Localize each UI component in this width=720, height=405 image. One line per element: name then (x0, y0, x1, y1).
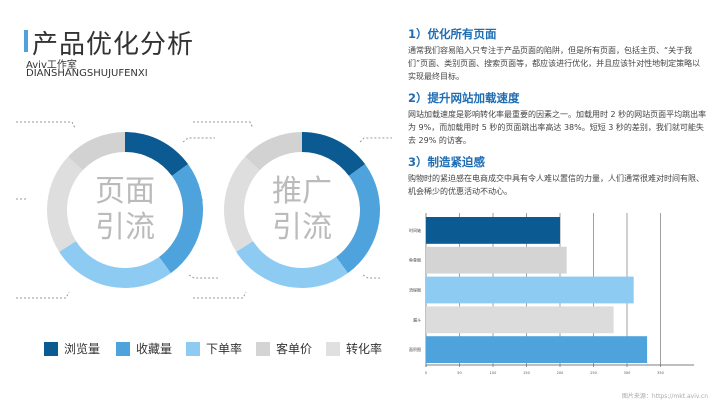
x-tick-label: 300 (624, 371, 631, 375)
bar-时间轴 (426, 217, 560, 244)
section-heading: 1）优化所有页面 (408, 27, 497, 41)
donut-slice-转化率 (46, 156, 83, 252)
bar-漏斗 (426, 306, 614, 334)
donut-slice-浏览量 (125, 132, 189, 176)
donut-slice-浏览量 (302, 132, 366, 176)
legend-swatch (186, 341, 200, 356)
legend-label: 下单率 (206, 342, 243, 356)
subtitle: Aviv工作室 (26, 60, 77, 71)
x-tick-label: 350 (657, 371, 664, 375)
legend-label: 浏览量 (64, 342, 101, 356)
y-tick-label: 面积图 (409, 346, 421, 352)
section-1: 1）优化所有页面通常我们容易陷入只专注于产品页面的陷阱，但是所有页面，包括主页、… (408, 26, 708, 83)
image-source: 图片来源：https://mkt.aviv.cn (621, 393, 708, 400)
donut-slice-下单率 (236, 241, 348, 289)
donut-center-label-1: 页面 引流 (95, 174, 155, 245)
y-tick-label: 流程图 (409, 287, 421, 293)
legend-swatch (116, 341, 130, 356)
section-body: 通常我们容易陷入只专注于产品页面的陷阱，但是所有页面，包括主页、“关于我们”页面… (408, 46, 701, 81)
legend-swatch (44, 341, 58, 356)
x-tick-label: 250 (590, 371, 597, 375)
donut-slice-客单价 (68, 132, 125, 171)
section-3: 3）制造紧迫感购物时的紧迫感在电商成交中具有令人难以置信的力量，人们通常很难对时… (408, 154, 708, 198)
donut-center-label-2: 推广 引流 (272, 174, 332, 245)
subtitle-en: DIANSHANGSHUJUFENXI (26, 68, 148, 79)
donut-slice-转化率 (224, 156, 260, 252)
x-tick-label: 150 (523, 371, 530, 375)
x-tick-label: 100 (490, 371, 497, 375)
donut-slice-下单率 (59, 241, 171, 288)
section-2: 2）提升网站加载速度网站加载速度是影响转化率最重要的因素之一。加载用时 2 秒的… (408, 90, 708, 147)
tips-sections: 1）优化所有页面通常我们容易陷入只专注于产品页面的陷阱，但是所有页面，包括主页、… (408, 26, 708, 205)
x-tick-label: 50 (457, 371, 461, 375)
legend-label: 收藏量 (136, 342, 173, 356)
legend-label: 转化率 (346, 342, 383, 356)
section-body: 购物时的紧迫感在电商成交中具有令人难以置信的力量，人们通常很难对时间有限、机会稀… (408, 174, 704, 196)
legend-item: 转化率 (326, 340, 382, 357)
legend-item: 收藏量 (116, 340, 172, 357)
section-heading: 3）制造紧迫感 (408, 155, 486, 169)
y-tick-label: 时间轴 (409, 227, 421, 233)
legend-item: 下单率 (186, 340, 242, 357)
y-tick-label: 鱼骨图 (409, 257, 421, 263)
page-title: 产品优化分析 (32, 30, 195, 60)
donut-slice-收藏量 (336, 164, 380, 274)
legend-swatch (326, 341, 340, 356)
x-tick-label: 200 (557, 371, 564, 375)
bar-面积图 (426, 336, 648, 363)
legend-item: 客单价 (256, 340, 312, 357)
legend-label: 客单价 (276, 342, 313, 356)
donut-slice-收藏量 (159, 164, 204, 274)
legend-item: 浏览量 (44, 340, 100, 357)
x-tick-label: 0 (425, 371, 427, 375)
bar-鱼骨图 (426, 246, 567, 274)
bar-流程图 (426, 276, 634, 304)
y-tick-label: 漏斗 (413, 316, 421, 322)
section-body: 网站加载速度是影响转化率最重要的因素之一。加载用时 2 秒的网站页面平均跳出率为… (408, 110, 707, 145)
section-heading: 2）提升网站加载速度 (408, 91, 520, 105)
donut-slice-客单价 (245, 132, 302, 171)
donut-chart-promo-traffic (224, 132, 380, 289)
donut-chart-page-traffic (46, 132, 204, 288)
title-accent-bar (24, 30, 28, 52)
legend-swatch (256, 341, 270, 356)
